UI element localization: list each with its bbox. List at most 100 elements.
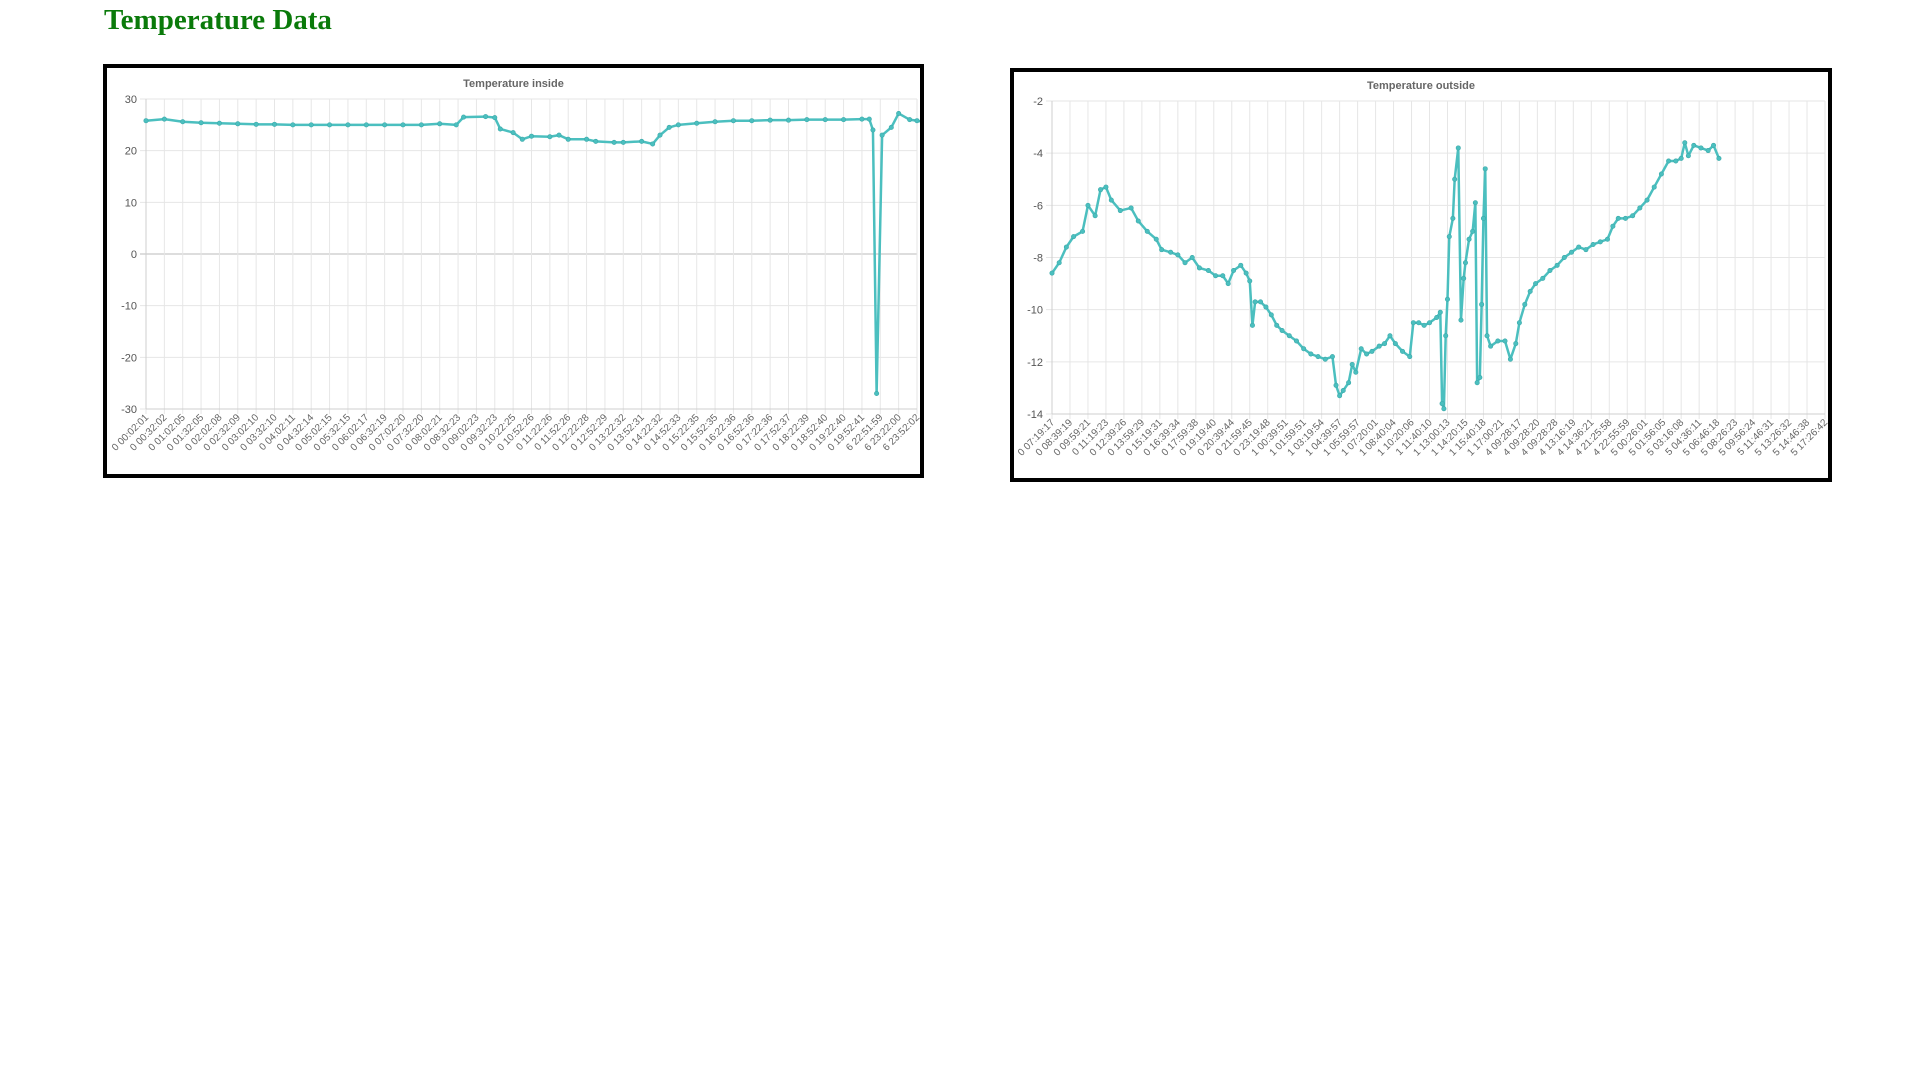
inside-chart-data-point (528, 133, 534, 139)
outside-chart-data-point (1441, 406, 1447, 412)
inside-chart-data-point (565, 136, 571, 142)
outside-chart-data-point (1458, 317, 1464, 323)
outside-chart-data-point (1450, 215, 1456, 221)
outside-chart-data-point (1387, 333, 1393, 339)
outside-chart-data-point (1189, 255, 1195, 261)
outside-chart-data-point (1349, 361, 1355, 367)
inside-chart-data-point (497, 126, 503, 132)
inside-chart-data-point (290, 122, 296, 128)
inside-chart-data-point (556, 132, 562, 138)
outside-chart-data-point (1540, 275, 1546, 281)
outside-chart-data-point (1286, 333, 1292, 339)
inside-chart-data-point (593, 138, 599, 144)
outside-chart-data-point (1353, 369, 1359, 375)
outside-chart-data-point (1196, 265, 1202, 271)
outside-chart-data-point (1369, 348, 1375, 354)
inside-chart-data-point (437, 121, 443, 127)
outside-chart-data-point (1604, 236, 1610, 242)
outside-chart-data-point (1249, 322, 1255, 328)
outside-chart-data-point (1622, 215, 1628, 221)
outside-chart-data-point (1049, 270, 1055, 276)
outside-chart-data-point (1274, 322, 1280, 328)
outside-chart-data-point (1071, 234, 1077, 240)
outside-chart-data-point (1168, 249, 1174, 255)
outside-chart-data-point (1630, 213, 1636, 219)
inside-chart-data-point (879, 132, 885, 138)
outside-chart-data-point (1666, 158, 1672, 164)
outside-chart-data-point (1482, 166, 1488, 172)
outside-chart-y-tick-label: -6 (1033, 200, 1043, 212)
outside-chart-data-point (1610, 223, 1616, 229)
outside-chart-data-point (1651, 184, 1657, 190)
inside-chart-data-point (519, 136, 525, 142)
inside-chart-y-tick-label: 10 (125, 197, 137, 209)
outside-chart-data-point (1243, 270, 1249, 276)
inside-chart-data-point (272, 121, 278, 127)
outside-chart-data-point (1247, 278, 1253, 284)
inside-chart-data-point (749, 118, 755, 124)
outside-chart-data-point (1308, 351, 1314, 357)
inside-chart-data-point (694, 120, 700, 126)
outside-chart-title: Temperature outside (1367, 80, 1475, 92)
outside-chart-data-point (1279, 328, 1285, 334)
inside-chart-data-point (730, 118, 736, 124)
inside-chart-data-point (180, 119, 186, 125)
inside-chart-data-point (461, 114, 467, 120)
inside-chart-y-tick-label: -30 (121, 404, 137, 416)
outside-chart-data-point (1410, 320, 1416, 326)
inside-chart-data-point (216, 120, 222, 126)
outside-chart-data-point (1615, 215, 1621, 221)
outside-chart-data-point (1691, 142, 1697, 148)
outside-chart-data-point (1301, 346, 1307, 352)
inside-chart-data-point (363, 122, 369, 128)
outside-chart-data-point (1561, 255, 1567, 261)
outside-chart-data-point (1437, 309, 1443, 315)
inside-chart-data-point (611, 139, 617, 145)
outside-chart-data-point (1258, 299, 1264, 305)
outside-chart-data-point (1484, 333, 1490, 339)
inside-chart-data-point (161, 116, 167, 122)
outside-chart-data-point (1364, 351, 1370, 357)
inside-chart-data-point (870, 127, 876, 133)
outside-chart-data-point (1554, 262, 1560, 268)
inside-chart-y-tick-label: -10 (121, 301, 137, 313)
chart-temperature-inside: Temperature inside 30 20 10 0 -10 -20 -30 0 00:0… (103, 64, 924, 478)
inside-chart-data-point (492, 115, 498, 121)
outside-chart-data-point (1135, 218, 1141, 224)
outside-chart-y-tick-label: -4 (1033, 148, 1043, 160)
outside-chart-data-point (1427, 320, 1433, 326)
outside-chart-data-point (1213, 273, 1219, 279)
outside-chart-data-point (1466, 236, 1472, 242)
outside-chart-data-point (1569, 249, 1575, 255)
outside-chart-data-point (1682, 140, 1688, 146)
outside-chart-data-point (1092, 213, 1098, 219)
outside-chart-data-point (1472, 200, 1478, 206)
outside-chart-data-point (1117, 208, 1123, 214)
outside-chart-data-point (1108, 197, 1114, 203)
outside-chart-data-point (1376, 343, 1382, 349)
inside-chart-data-point (308, 122, 314, 128)
outside-chart-data-point (1080, 228, 1086, 234)
inside-chart-data-point (418, 122, 424, 128)
outside-chart-data-point (1527, 288, 1533, 294)
outside-chart-data-point (1231, 268, 1237, 274)
inside-chart-data-point (620, 139, 626, 145)
inside-chart-y-tick-label: 30 (125, 94, 137, 106)
outside-chart-data-point (1238, 262, 1244, 268)
outside-chart-data-point (1159, 247, 1165, 253)
outside-chart-series-line (1050, 141, 1721, 411)
inside-chart-data-point (907, 117, 913, 123)
outside-chart-data-point (1322, 356, 1328, 362)
inside-chart-data-point (400, 122, 406, 128)
inside-chart-title: Temperature inside (463, 78, 564, 90)
inside-chart-data-point (785, 117, 791, 123)
outside-chart-data-point (1644, 197, 1650, 203)
page-title: Temperature Data (104, 4, 332, 36)
inside-chart-data-point (866, 116, 872, 122)
outside-chart-data-point (1461, 275, 1467, 281)
outside-chart-data-point (1480, 215, 1486, 221)
inside-chart-data-point (639, 138, 645, 144)
inside-chart-data-point (143, 118, 149, 124)
inside-chart-data-point (841, 117, 847, 123)
